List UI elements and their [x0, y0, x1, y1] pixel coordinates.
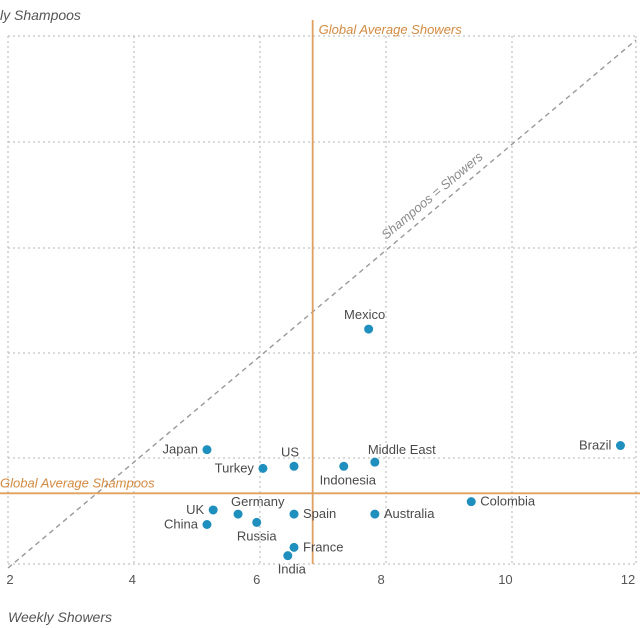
point-india [283, 551, 293, 561]
x-tick-6: 6 [253, 572, 260, 587]
point-colombia [466, 497, 476, 507]
label-uk: UK [186, 502, 204, 517]
label-russia: Russia [237, 528, 278, 543]
point-uk [208, 505, 218, 515]
point-australia [370, 509, 380, 519]
data-points: Brazil Mexico Japan US Middle East Turkey Indo… [163, 307, 625, 577]
point-us [289, 461, 299, 471]
x-tick-12: 12 [621, 572, 635, 587]
x-tick-8: 8 [377, 572, 384, 587]
label-india: India [278, 562, 307, 577]
diagonal-dashed-line [7, 39, 637, 569]
label-colombia: Colombia [480, 494, 536, 509]
label-australia: Australia [384, 506, 435, 521]
point-russia [252, 517, 262, 527]
point-spain [289, 509, 299, 519]
label-japan: Japan [163, 442, 198, 457]
reference-label-shampoos: Global Average Shampoos [0, 475, 155, 490]
label-indonesia: Indonesia [320, 472, 377, 487]
label-china: China [164, 517, 199, 532]
label-france: France [303, 539, 343, 554]
point-germany [233, 509, 243, 519]
label-middle-east: Middle East [368, 442, 436, 457]
x-tick-10: 10 [498, 572, 512, 587]
grid [7, 35, 637, 565]
label-brazil: Brazil [579, 438, 612, 453]
point-indonesia [339, 461, 349, 471]
x-axis-title: Weekly Showers [8, 609, 112, 625]
reference-lines: Global Average Showers Global Average Sha… [0, 20, 640, 564]
point-japan [202, 445, 212, 455]
diagonal-label: Shampoos = Showers [378, 149, 486, 243]
x-tick-2: 2 [6, 572, 13, 587]
y-axis-title: ly Shampoos [0, 7, 81, 23]
x-tick-labels: 2 4 6 8 10 12 [6, 572, 635, 587]
label-us: US [281, 444, 299, 459]
label-turkey: Turkey [215, 460, 255, 475]
label-mexico: Mexico [344, 307, 385, 322]
point-france [289, 542, 299, 552]
x-tick-4: 4 [129, 572, 136, 587]
reference-label-showers: Global Average Showers [319, 22, 463, 37]
point-china [202, 520, 212, 530]
point-turkey [258, 463, 268, 473]
point-mexico [364, 324, 374, 334]
point-middle-east [370, 457, 380, 467]
point-brazil [615, 441, 625, 451]
label-germany: Germany [231, 494, 285, 509]
label-spain: Spain [303, 506, 336, 521]
